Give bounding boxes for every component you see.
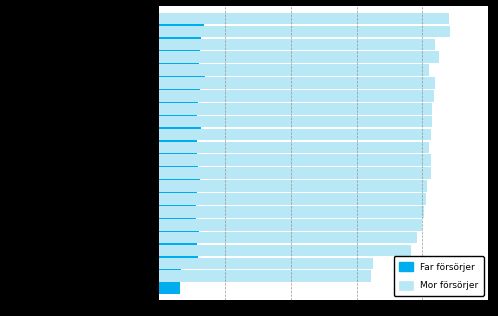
Bar bbox=[159, 90, 434, 102]
Bar bbox=[159, 270, 372, 282]
Bar bbox=[159, 140, 197, 152]
Bar bbox=[159, 166, 198, 178]
Bar bbox=[159, 103, 432, 115]
Bar bbox=[159, 24, 204, 36]
Bar bbox=[159, 127, 201, 139]
Bar bbox=[159, 142, 429, 153]
Bar bbox=[159, 115, 197, 126]
Bar bbox=[159, 243, 197, 255]
Bar bbox=[159, 167, 430, 179]
Bar bbox=[159, 282, 180, 294]
Bar bbox=[159, 192, 197, 204]
Bar bbox=[159, 231, 199, 242]
Bar bbox=[159, 37, 201, 49]
Bar bbox=[159, 50, 200, 62]
Bar bbox=[159, 258, 373, 269]
Bar bbox=[159, 232, 417, 243]
Bar bbox=[159, 180, 427, 192]
Legend: Far försörjer, Mor försörjer: Far försörjer, Mor försörjer bbox=[394, 257, 484, 296]
Bar bbox=[159, 116, 432, 127]
Bar bbox=[159, 256, 198, 268]
Bar bbox=[159, 64, 429, 76]
Bar bbox=[159, 179, 200, 191]
Bar bbox=[159, 52, 439, 63]
Bar bbox=[159, 193, 426, 205]
Bar bbox=[159, 63, 200, 75]
Bar bbox=[159, 153, 197, 165]
Bar bbox=[159, 219, 422, 231]
Bar bbox=[159, 76, 205, 88]
Bar bbox=[159, 155, 430, 166]
Bar bbox=[159, 77, 435, 89]
Bar bbox=[159, 39, 435, 50]
Bar bbox=[159, 26, 450, 37]
Bar bbox=[159, 206, 424, 218]
Bar bbox=[159, 129, 430, 140]
Bar bbox=[159, 218, 196, 229]
Bar bbox=[159, 205, 196, 216]
Bar bbox=[159, 245, 411, 256]
Bar bbox=[159, 13, 449, 24]
Bar bbox=[159, 269, 181, 281]
Bar bbox=[159, 102, 198, 113]
Bar bbox=[159, 89, 200, 100]
